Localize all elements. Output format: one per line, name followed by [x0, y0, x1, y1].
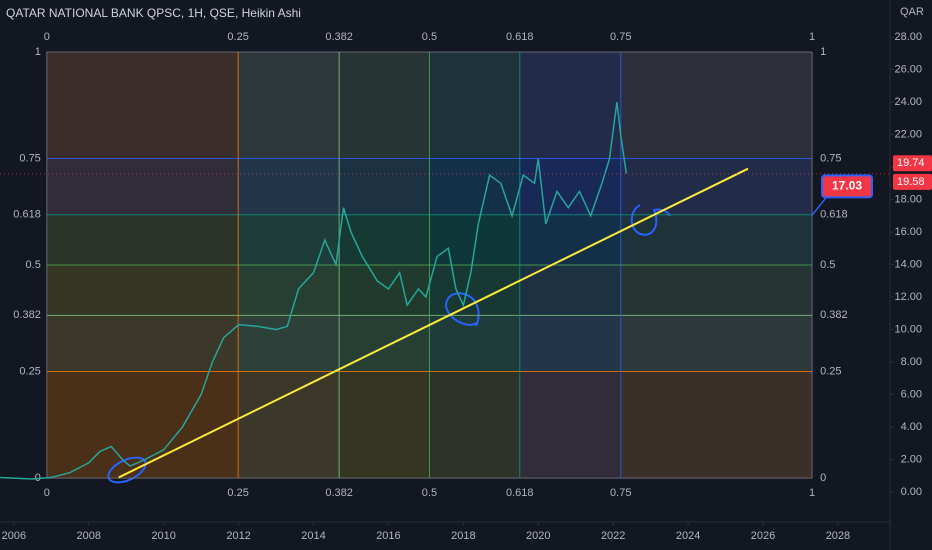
y-tick-label: 0.00 — [901, 486, 922, 498]
fib-price-label: 1 — [820, 46, 826, 58]
x-tick-label: 2010 — [151, 530, 175, 542]
fib-time-label: 0 — [44, 487, 50, 499]
x-tick-label: 2008 — [77, 530, 101, 542]
x-tick-label: 2006 — [2, 530, 26, 542]
fib-price-label: 0.382 — [13, 309, 41, 321]
fib-time-label: 0.75 — [610, 31, 631, 43]
fib-time-label: 0.5 — [422, 487, 437, 499]
annotation-pointer — [811, 194, 829, 216]
circle — [444, 292, 480, 327]
y-tick-label: 2.00 — [901, 453, 922, 465]
price-tag — [893, 173, 932, 190]
y-tick-label: 4.00 — [901, 421, 922, 433]
fib-price-label: 0.5 — [820, 259, 835, 271]
fib-price-label: 0.25 — [19, 365, 40, 377]
annotation-label: 17.03 — [832, 178, 862, 192]
fib-price-label: 0.75 — [19, 152, 40, 164]
price-tag-label: 19.58 — [897, 176, 925, 188]
y-tick-label: 22.00 — [894, 128, 922, 140]
y-tick-label: 16.00 — [894, 226, 922, 238]
fib-price-label: 0.75 — [820, 152, 841, 164]
y-tick-label: 14.00 — [894, 258, 922, 270]
x-tick-label: 2024 — [676, 530, 700, 542]
y-tick-label: 8.00 — [901, 356, 922, 368]
x-tick-label: 2018 — [451, 530, 475, 542]
x-tick-label: 2026 — [751, 530, 775, 542]
fib-time-label: 0.5 — [422, 31, 437, 43]
fib-time-label: 0.382 — [325, 31, 353, 43]
x-tick-label: 2028 — [826, 530, 850, 542]
fib-time-label: 0.618 — [506, 487, 534, 499]
fib-time-label: 0.382 — [325, 487, 353, 499]
y-tick-label: 10.00 — [894, 323, 922, 335]
y-tick-label: 6.00 — [901, 388, 922, 400]
price-line — [0, 101, 628, 480]
fib-time-label: 1 — [809, 31, 815, 43]
fib-price-label: 0.25 — [820, 365, 841, 377]
fib-price-label: 0 — [820, 472, 826, 484]
y-tick-label: 12.00 — [894, 291, 922, 303]
fib-time-label: 1 — [809, 487, 815, 499]
y-axis-label: QAR — [900, 6, 924, 18]
fib-price-label: 0.618 — [13, 209, 41, 221]
y-tick-label: 28.00 — [894, 31, 922, 43]
x-tick-label: 2022 — [601, 530, 625, 542]
fib-time-label: 0.25 — [227, 31, 248, 43]
price-tag — [893, 155, 932, 172]
fib-price-label: 0.382 — [820, 309, 848, 321]
fib-time-label: 0.25 — [227, 487, 248, 499]
chart-title: QATAR NATIONAL BANK QPSC, 1H, QSE, Heiki… — [6, 6, 301, 20]
y-tick-label: 24.00 — [894, 96, 922, 108]
x-tick-label: 2012 — [226, 530, 250, 542]
fib-time-label: 0.618 — [506, 31, 534, 43]
annotation-box — [821, 174, 873, 199]
trendline — [118, 167, 749, 479]
x-tick-label: 2016 — [376, 530, 400, 542]
price-tag-label: 19.74 — [897, 157, 925, 169]
fib-price-label: 0.618 — [820, 209, 848, 221]
y-tick-label: 26.00 — [894, 63, 922, 75]
fib-time-label: 0 — [44, 31, 50, 43]
x-tick-label: 2020 — [526, 530, 550, 542]
x-tick-label: 2014 — [301, 530, 325, 542]
fib-price-label: 1 — [35, 46, 41, 58]
fib-price-label: 0.5 — [26, 259, 41, 271]
y-tick-label: 18.00 — [894, 193, 922, 205]
fib-time-label: 0.75 — [610, 487, 631, 499]
